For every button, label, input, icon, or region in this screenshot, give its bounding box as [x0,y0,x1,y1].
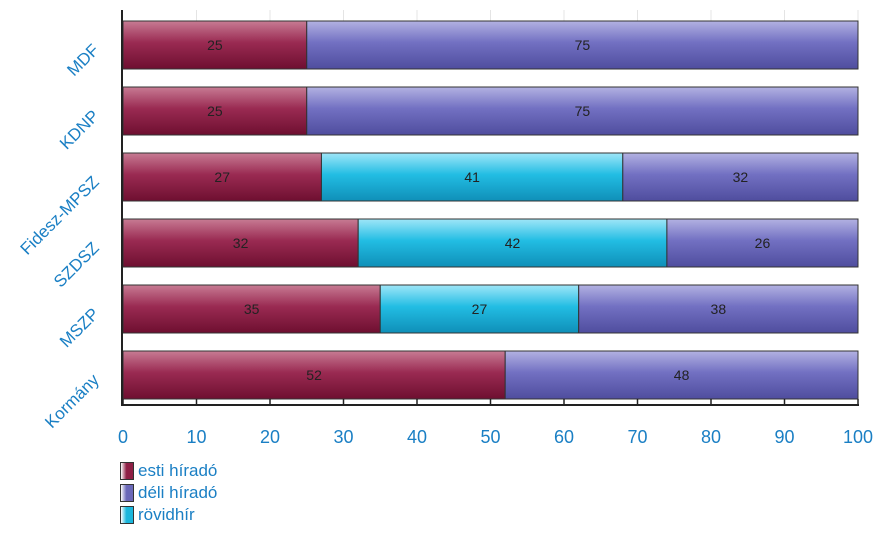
bar-value-label: 48 [674,367,690,383]
bar-segment [320,152,624,202]
bar-segment [622,152,859,202]
bar-value-label: 42 [505,235,521,251]
bar-segment [666,218,859,268]
category-label: SZDSZ [50,238,103,291]
x-tick-label: 100 [843,427,873,447]
grid-lines [196,10,859,21]
category-label: KDNP [56,106,103,153]
legend-label: déli híradó [138,483,218,502]
bar-value-label: 26 [755,235,771,251]
category-label: Kormány [41,370,103,432]
category-label: MSZP [56,304,103,351]
bar-segment [578,284,859,334]
bar-value-label: 35 [244,301,260,317]
x-tick-label: 10 [186,427,206,447]
x-tick-label: 80 [701,427,721,447]
legend-swatch [120,506,134,524]
legend-item: rövidhír [120,504,217,526]
bar-value-label: 75 [575,103,591,119]
bar-segment [122,350,506,400]
bar-value-label: 25 [207,103,223,119]
bar-value-label: 32 [233,235,249,251]
x-tick-label: 30 [333,427,353,447]
bar-segment [357,218,668,268]
bars: 25 75 25 75 27 41 32 32 42 26 35 27 38 52 48 [122,20,859,400]
x-axis-ticks: 0 10 20 30 40 50 60 70 80 90 100 [118,399,873,447]
bar-segment [504,350,859,400]
bar-value-label: 27 [214,169,230,185]
legend-swatch [120,462,134,480]
bar-value-label: 27 [472,301,488,317]
legend: esti híradó déli híradó rövidhír [120,460,217,526]
bar-segment [306,20,859,70]
bar-segment [306,86,859,136]
legend-label: esti híradó [138,461,218,480]
x-tick-label: 60 [554,427,574,447]
legend-label: rövidhír [138,505,195,524]
x-tick-label: 40 [407,427,427,447]
legend-item: déli híradó [120,482,217,504]
bar-value-label: 25 [207,37,223,53]
x-tick-label: 0 [118,427,128,447]
bar-value-label: 32 [733,169,749,185]
legend-item: esti híradó [120,460,217,482]
bar-value-label: 75 [575,37,591,53]
bar-segment [379,284,580,334]
bar-segment [122,284,381,334]
bar-segment [122,218,359,268]
x-tick-label: 50 [480,427,500,447]
x-tick-label: 90 [774,427,794,447]
bar-value-label: 38 [711,301,727,317]
bar-value-label: 41 [464,169,480,185]
x-tick-label: 20 [260,427,280,447]
category-label: MDF [63,40,102,79]
x-tick-label: 70 [627,427,647,447]
bar-value-label: 52 [306,367,322,383]
legend-swatch [120,484,134,502]
